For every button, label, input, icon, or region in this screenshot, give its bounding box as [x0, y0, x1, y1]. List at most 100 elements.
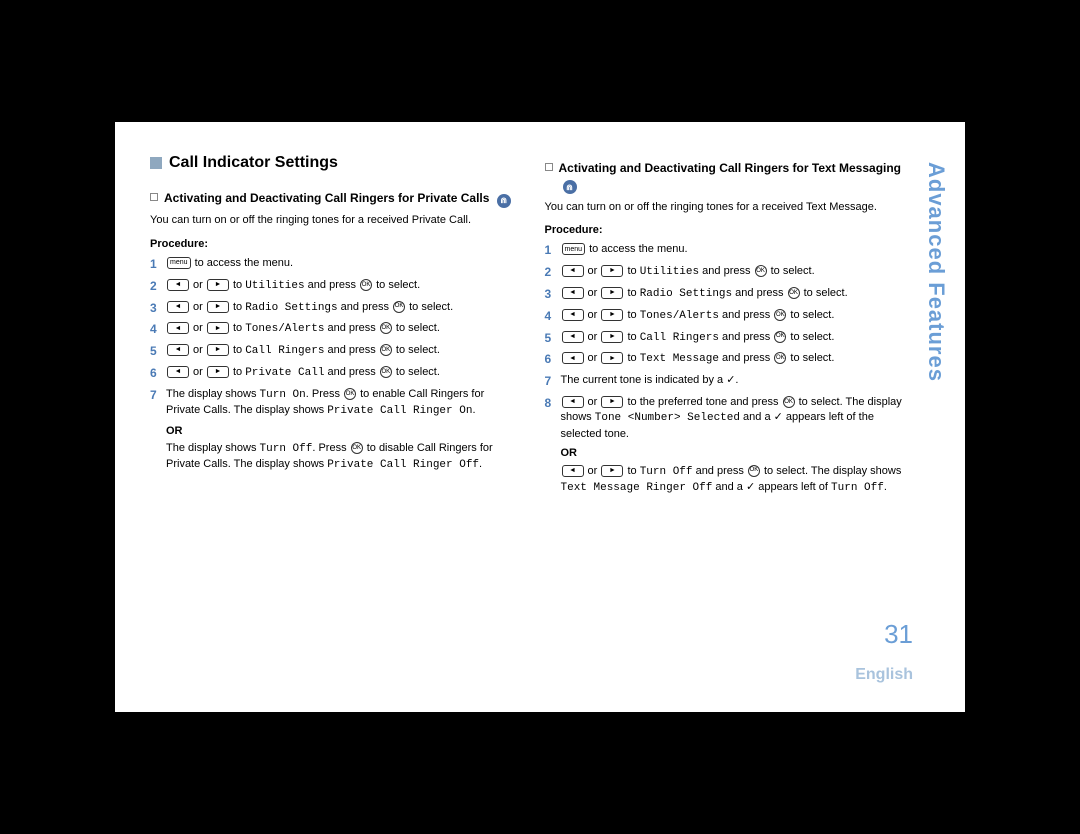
- right-arrow-icon: ►: [601, 465, 623, 477]
- left-arrow-icon: ◄: [562, 331, 584, 343]
- right-column: Activating and Deactivating Call Ringers…: [545, 152, 916, 501]
- step-body: ◄ or ► to Utilities and press OK to sele…: [561, 264, 916, 280]
- step-body: ◄ or ► to Tones/Alerts and press OK to s…: [166, 321, 521, 337]
- step-row: 4 ◄ or ► to Tones/Alerts and press OK to…: [545, 308, 916, 325]
- left-arrow-icon: ◄: [562, 309, 584, 321]
- feature-badge-icon: ⋒: [497, 194, 511, 208]
- ok-button-icon: OK: [774, 331, 786, 343]
- right-arrow-icon: ►: [207, 344, 229, 356]
- step-number: 7: [150, 387, 166, 404]
- left-arrow-icon: ◄: [167, 301, 189, 313]
- step-body: ◄ or ► to Tones/Alerts and press OK to s…: [561, 308, 916, 324]
- step-number: 6: [545, 351, 561, 368]
- ok-button-icon: OK: [380, 322, 392, 334]
- step-number: 1: [150, 256, 166, 273]
- right-arrow-icon: ►: [207, 322, 229, 334]
- language-label: English: [855, 666, 913, 684]
- step-row: 8 ◄ or ► to the preferred tone and press…: [545, 395, 916, 496]
- step-number: 6: [150, 365, 166, 382]
- ok-button-icon: OK: [360, 279, 372, 291]
- step-row: 3 ◄ or ► to Radio Settings and press OK …: [150, 300, 521, 317]
- step-row: 6 ◄ or ► to Text Message and press OK to…: [545, 351, 916, 368]
- step-row: 5 ◄ or ► to Call Ringers and press OK to…: [545, 330, 916, 347]
- right-arrow-icon: ►: [601, 287, 623, 299]
- content-columns: Call Indicator Settings Activating and D…: [150, 152, 915, 501]
- right-arrow-icon: ►: [601, 352, 623, 364]
- ok-button-icon: OK: [380, 366, 392, 378]
- ok-button-icon: OK: [755, 265, 767, 277]
- step-body: ◄ or ► to Utilities and press OK to sele…: [166, 278, 521, 294]
- ok-button-icon: OK: [783, 396, 795, 408]
- left-arrow-icon: ◄: [562, 265, 584, 277]
- step-row: 4 ◄ or ► to Tones/Alerts and press OK to…: [150, 321, 521, 338]
- left-column: Call Indicator Settings Activating and D…: [150, 152, 521, 501]
- right-arrow-icon: ►: [601, 265, 623, 277]
- right-arrow-icon: ►: [207, 301, 229, 313]
- step-row: 2 ◄ or ► to Utilities and press OK to se…: [150, 278, 521, 295]
- step-number: 5: [150, 343, 166, 360]
- ok-button-icon: OK: [351, 442, 363, 454]
- step-row: 7 The display shows Turn On. Press OK to…: [150, 387, 521, 474]
- step-row: 1 menu to access the menu.: [150, 256, 521, 273]
- ok-button-icon: OK: [788, 287, 800, 299]
- section-bullet-icon: [150, 157, 162, 169]
- section-title: Call Indicator Settings: [150, 152, 521, 174]
- step-body: menu to access the menu.: [561, 242, 916, 257]
- ok-button-icon: OK: [344, 388, 356, 400]
- left-arrow-icon: ◄: [167, 344, 189, 356]
- step-body: ◄ or ► to Radio Settings and press OK to…: [166, 300, 521, 316]
- subheading-bullet-icon: [545, 163, 553, 171]
- ok-button-icon: OK: [748, 465, 760, 477]
- steps-list: 1 menu to access the menu. 2 ◄ or ► to U…: [150, 256, 521, 474]
- subheading-text-messaging: Activating and Deactivating Call Ringers…: [545, 160, 916, 194]
- section-title-text: Call Indicator Settings: [169, 152, 338, 174]
- steps-list: 1 menu to access the menu. 2 ◄ or ► to U…: [545, 242, 916, 496]
- subheading-private-calls: Activating and Deactivating Call Ringers…: [150, 190, 521, 207]
- menu-button-icon: menu: [562, 243, 586, 255]
- step-number: 5: [545, 330, 561, 347]
- step-body: ◄ or ► to Call Ringers and press OK to s…: [166, 343, 521, 359]
- subheading-text: Activating and Deactivating Call Ringers…: [559, 160, 916, 194]
- step-body: The display shows Turn On. Press OK to e…: [166, 387, 521, 474]
- step-number: 4: [150, 321, 166, 338]
- intro-text: You can turn on or off the ringing tones…: [150, 213, 521, 228]
- step-row: 3 ◄ or ► to Radio Settings and press OK …: [545, 286, 916, 303]
- left-arrow-icon: ◄: [562, 287, 584, 299]
- manual-page: Advanced Features 31 English Call Indica…: [115, 122, 965, 712]
- ok-button-icon: OK: [774, 352, 786, 364]
- ok-button-icon: OK: [380, 344, 392, 356]
- right-arrow-icon: ►: [601, 309, 623, 321]
- left-arrow-icon: ◄: [562, 396, 584, 408]
- or-label: OR: [166, 424, 521, 439]
- or-label: OR: [561, 446, 916, 461]
- step-body: ◄ or ► to Call Ringers and press OK to s…: [561, 330, 916, 346]
- menu-button-icon: menu: [167, 257, 191, 269]
- step-body: The current tone is indicated by a ✓.: [561, 373, 916, 388]
- step-number: 2: [150, 278, 166, 295]
- step-row: 1 menu to access the menu.: [545, 242, 916, 259]
- right-arrow-icon: ►: [207, 279, 229, 291]
- procedure-label: Procedure:: [545, 223, 916, 238]
- left-arrow-icon: ◄: [562, 465, 584, 477]
- left-arrow-icon: ◄: [167, 366, 189, 378]
- section-tab: Advanced Features: [923, 162, 949, 382]
- step-number: 1: [545, 242, 561, 259]
- step-body: ◄ or ► to the preferred tone and press O…: [561, 395, 916, 496]
- step-number: 4: [545, 308, 561, 325]
- step-body: ◄ or ► to Private Call and press OK to s…: [166, 365, 521, 381]
- subheading-bullet-icon: [150, 193, 158, 201]
- intro-text: You can turn on or off the ringing tones…: [545, 200, 916, 215]
- step-number: 2: [545, 264, 561, 281]
- ok-button-icon: OK: [774, 309, 786, 321]
- step-body: menu to access the menu.: [166, 256, 521, 271]
- page-number: 31: [884, 619, 913, 650]
- ok-button-icon: OK: [393, 301, 405, 313]
- left-arrow-icon: ◄: [167, 322, 189, 334]
- step-row: 6 ◄ or ► to Private Call and press OK to…: [150, 365, 521, 382]
- step-body: ◄ or ► to Text Message and press OK to s…: [561, 351, 916, 367]
- left-arrow-icon: ◄: [167, 279, 189, 291]
- step-number: 8: [545, 395, 561, 412]
- feature-badge-icon: ⋒: [563, 180, 577, 194]
- step-body: ◄ or ► to Radio Settings and press OK to…: [561, 286, 916, 302]
- step-row: 7 The current tone is indicated by a ✓.: [545, 373, 916, 390]
